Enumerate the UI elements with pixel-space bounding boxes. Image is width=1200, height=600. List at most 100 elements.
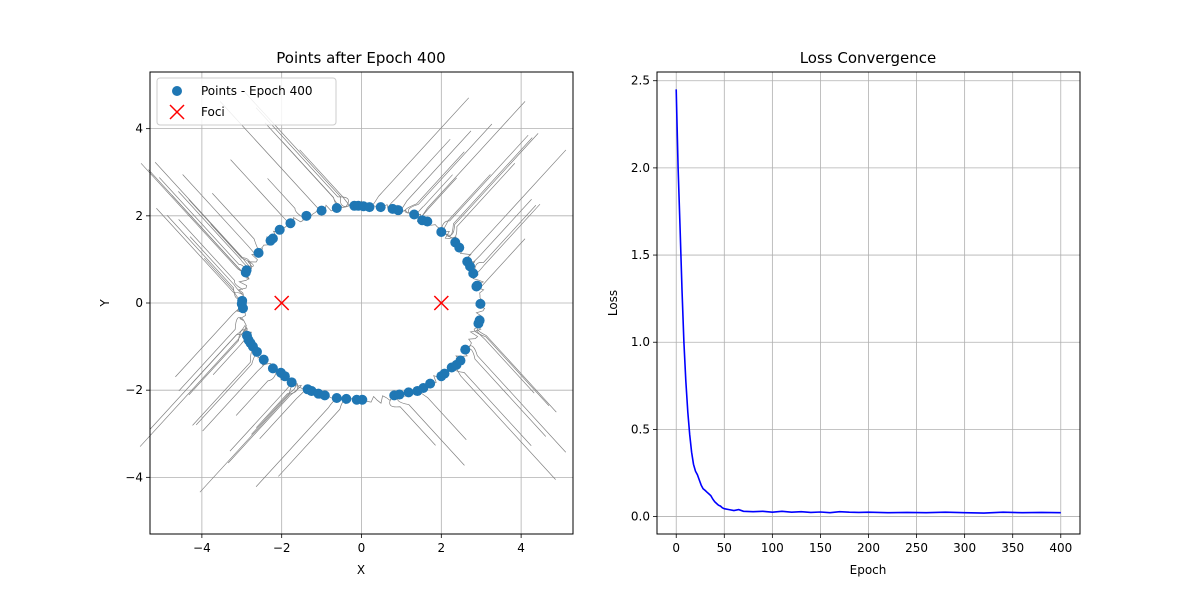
loss-x-label: Epoch bbox=[850, 563, 887, 577]
trajectory-line bbox=[476, 329, 535, 394]
scatter-point bbox=[375, 202, 386, 213]
scatter-point bbox=[286, 377, 297, 388]
trajectory-line bbox=[473, 327, 550, 407]
trajectory-line bbox=[445, 133, 539, 236]
scatter-point bbox=[394, 389, 405, 400]
trajectory-line bbox=[139, 327, 248, 447]
legend-foci-marker bbox=[169, 104, 185, 120]
focus-marker-stroke bbox=[433, 295, 449, 311]
scatter-point bbox=[301, 210, 312, 221]
trajectory-line bbox=[171, 194, 250, 280]
loss-marks bbox=[675, 89, 1061, 514]
trajectory-line bbox=[212, 335, 249, 375]
trajectory-line bbox=[444, 137, 533, 237]
loss-tick-label-x: 150 bbox=[809, 541, 832, 555]
legend: Points - Epoch 400 Foci bbox=[156, 77, 337, 126]
scatter-point bbox=[409, 209, 420, 220]
trajectory-line bbox=[407, 123, 493, 214]
loss-y-label: Loss bbox=[606, 290, 620, 316]
scatter-tick-label-y: 4 bbox=[135, 122, 143, 136]
loss-ticks: 0 50 100 150 200 250 300 350 400 0.0 0.5 1.0 1.5 2.0 2… bbox=[631, 74, 1072, 555]
scatter-point bbox=[258, 354, 269, 365]
legend-foci-label: Foci bbox=[201, 105, 225, 119]
scatter-point bbox=[436, 226, 447, 237]
loss-tick-label-y: 2.5 bbox=[631, 74, 650, 88]
trajectory-line bbox=[149, 325, 248, 430]
scatter-point bbox=[279, 371, 290, 382]
scatter-point bbox=[454, 242, 465, 253]
loss-line bbox=[675, 89, 1061, 514]
focus-marker-stroke bbox=[274, 295, 290, 311]
scatter-y-label: Y bbox=[98, 299, 112, 308]
trajectory-line bbox=[203, 257, 242, 300]
trajectory-line bbox=[439, 174, 491, 233]
loss-tick-label-x: 50 bbox=[717, 541, 732, 555]
trajectory-line bbox=[229, 380, 295, 452]
scatter-point bbox=[422, 216, 433, 227]
loss-tick-label-y: 0.5 bbox=[631, 422, 650, 436]
scatter-point bbox=[331, 393, 342, 404]
trajectory-line bbox=[178, 317, 244, 392]
trajectory-line bbox=[468, 345, 567, 453]
trajectory-line bbox=[255, 107, 349, 207]
trajectory-line bbox=[178, 191, 250, 270]
trajectory-line bbox=[469, 199, 532, 267]
trajectory-line bbox=[451, 363, 556, 480]
trajectory-line bbox=[230, 159, 291, 225]
trajectory-line bbox=[267, 178, 304, 218]
scatter-point bbox=[267, 363, 278, 374]
scatter-point bbox=[474, 315, 485, 326]
loss-tick-label-y: 2.0 bbox=[631, 161, 650, 175]
trajectory-line bbox=[418, 388, 467, 440]
scatter-point bbox=[460, 344, 471, 355]
trajectory-line bbox=[479, 238, 526, 289]
loss-tick-label-x: 0 bbox=[672, 541, 680, 555]
scatter-tick-label-x: −2 bbox=[273, 541, 291, 555]
loss-tick-label-y: 0.0 bbox=[631, 510, 650, 524]
legend-points-marker bbox=[172, 86, 182, 96]
trajectory-line bbox=[212, 192, 263, 252]
trajectory-line bbox=[464, 149, 567, 261]
scatter-point bbox=[331, 202, 342, 213]
loss-panel: Loss Convergence 0 50 100 150 200 250 300 350 40… bbox=[606, 49, 1081, 577]
scatter-point bbox=[364, 202, 375, 213]
scatter-point bbox=[241, 265, 252, 276]
trajectory-line bbox=[166, 214, 243, 299]
trajectory-line bbox=[474, 205, 537, 272]
loss-tick-label-y: 1.0 bbox=[631, 335, 650, 349]
scatter-point bbox=[357, 394, 368, 405]
scatter-marks bbox=[236, 200, 486, 405]
trajectory-line bbox=[190, 325, 246, 385]
trajectory-line bbox=[387, 138, 451, 208]
trajectory-line bbox=[188, 199, 251, 267]
trajectory-line bbox=[452, 362, 532, 447]
trajectory-line bbox=[195, 352, 261, 426]
trajectory-line bbox=[448, 163, 516, 239]
scatter-tick-label-y: −2 bbox=[125, 383, 143, 397]
scatter-tick-label-y: 2 bbox=[135, 209, 143, 223]
scatter-axes-frame bbox=[149, 71, 574, 535]
trajectory-line bbox=[264, 122, 342, 208]
scatter-point bbox=[468, 268, 479, 279]
trajectories bbox=[139, 92, 567, 493]
scatter-tick-label-y: 0 bbox=[135, 296, 143, 310]
scatter-tick-label-x: 0 bbox=[358, 541, 366, 555]
scatter-point bbox=[251, 346, 262, 357]
trajectory-line bbox=[404, 151, 465, 214]
loss-tick-label-y: 1.5 bbox=[631, 248, 650, 262]
focus-marker bbox=[274, 295, 290, 311]
scatter-ticks: −4 −2 0 2 4 −4 −2 0 2 4 bbox=[125, 122, 525, 555]
loss-tick-label-x: 100 bbox=[761, 541, 784, 555]
scatter-point bbox=[237, 303, 248, 314]
trajectory-line bbox=[369, 97, 470, 208]
trajectory-line bbox=[227, 384, 302, 464]
scatter-point bbox=[393, 205, 404, 216]
trajectory-line bbox=[278, 399, 349, 477]
scatter-point bbox=[475, 298, 486, 309]
scatter-tick-label-y: −4 bbox=[125, 470, 143, 484]
scatter-point bbox=[267, 233, 278, 244]
loss-title: Loss Convergence bbox=[800, 49, 937, 67]
scatter-point bbox=[472, 280, 483, 291]
scatter-point bbox=[439, 368, 450, 379]
